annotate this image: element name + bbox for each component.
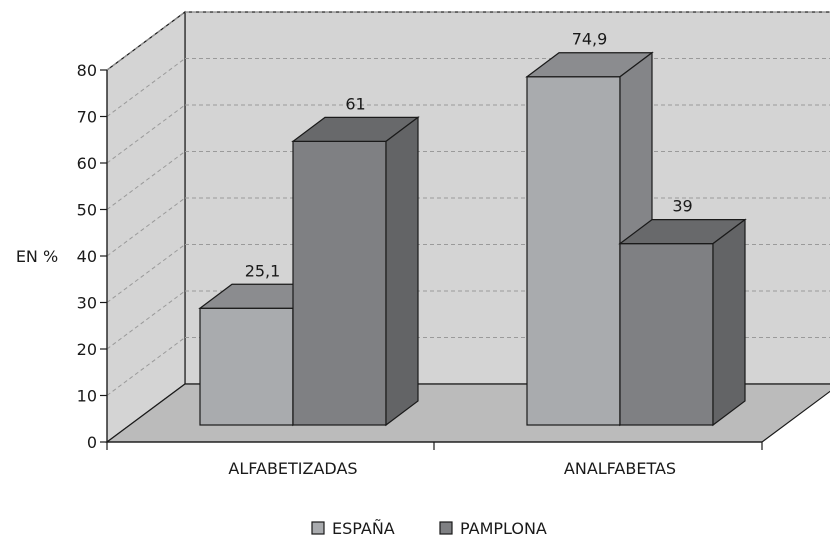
y-tick-label: 50: [77, 201, 97, 220]
y-tick-label: 20: [77, 340, 97, 359]
bar-front: [526, 76, 621, 426]
y-tick-label: 80: [77, 61, 97, 80]
x-tick-label: ALFABETIZADAS: [228, 459, 357, 478]
legend-label: ESPAÑA: [332, 519, 395, 538]
gridline-side: [106, 11, 186, 71]
legend-swatch: [311, 521, 325, 535]
y-tick-label: 60: [77, 154, 97, 173]
gridline-side: [106, 151, 186, 210]
gridline-side: [106, 197, 186, 257]
bar-front: [199, 307, 294, 426]
labels: 25,1 61 74,9 39: [245, 30, 693, 281]
gridline-side: [106, 244, 186, 303]
axes: 0 10 20 30 40 50 60 70 80 ALFABETIZADAS ANALFABETA…: [16, 61, 763, 478]
legend: ESPAÑA PAMPLONA: [311, 519, 547, 538]
y-tick-label: 30: [77, 294, 97, 313]
gridline-side: [106, 337, 186, 396]
y-tick-label: 0: [87, 433, 97, 452]
bar-side: [712, 218, 746, 427]
x-tick-label: ANALFABETAS: [564, 459, 676, 478]
bar-side: [385, 116, 419, 427]
gridline-side: [106, 58, 186, 117]
legend-label: PAMPLONA: [460, 519, 547, 538]
bars: [198, 51, 747, 427]
legend-item-españa: ESPAÑA: [311, 519, 395, 538]
legend-swatch: [439, 521, 453, 535]
data-label: 74,9: [572, 30, 608, 49]
bar-analfabetas-pamplona: [618, 218, 747, 427]
side-wall: [106, 10, 186, 444]
y-tick-label: 70: [77, 108, 97, 127]
bar-front: [619, 243, 714, 426]
gridline-side: [106, 290, 186, 350]
gridline-side: [106, 104, 186, 164]
data-label: 61: [345, 94, 365, 113]
bar-front: [292, 140, 387, 426]
y-tick-label: 40: [77, 247, 97, 266]
data-label: 25,1: [245, 261, 281, 280]
y-axis-label: EN %: [16, 247, 58, 266]
bar-alfabetizadas-pamplona: [291, 116, 420, 427]
legend-item-pamplona: PAMPLONA: [439, 519, 547, 538]
data-label: 39: [672, 197, 692, 216]
y-tick-label: 10: [77, 387, 97, 406]
